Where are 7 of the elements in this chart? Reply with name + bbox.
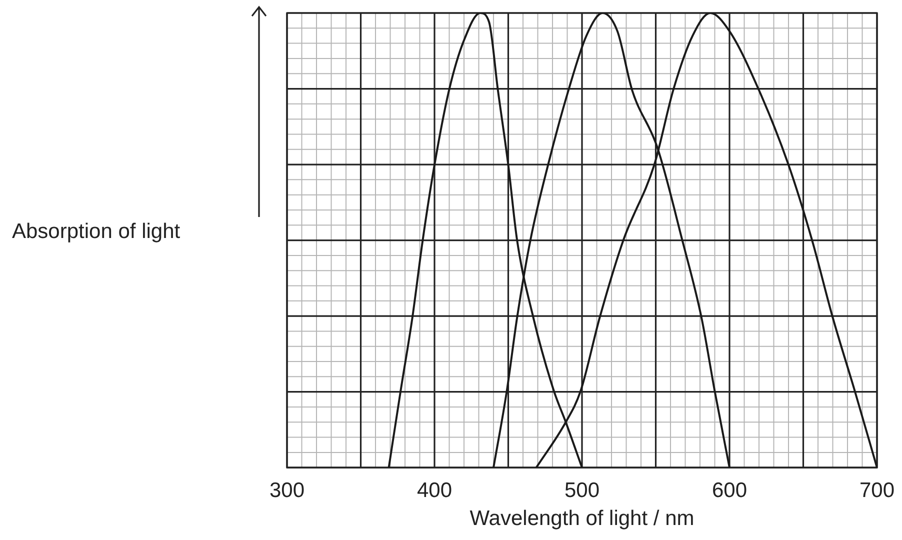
x-tick-label: 600	[712, 478, 748, 502]
x-tick-label: 400	[416, 478, 452, 502]
x-tick-label: 500	[564, 478, 600, 502]
x-axis-title: Wavelength of light / nm	[470, 507, 694, 530]
x-tick-label: 700	[859, 478, 895, 502]
y-axis-title: Absorption of light	[12, 220, 180, 244]
x-tick-label: 300	[269, 478, 305, 502]
